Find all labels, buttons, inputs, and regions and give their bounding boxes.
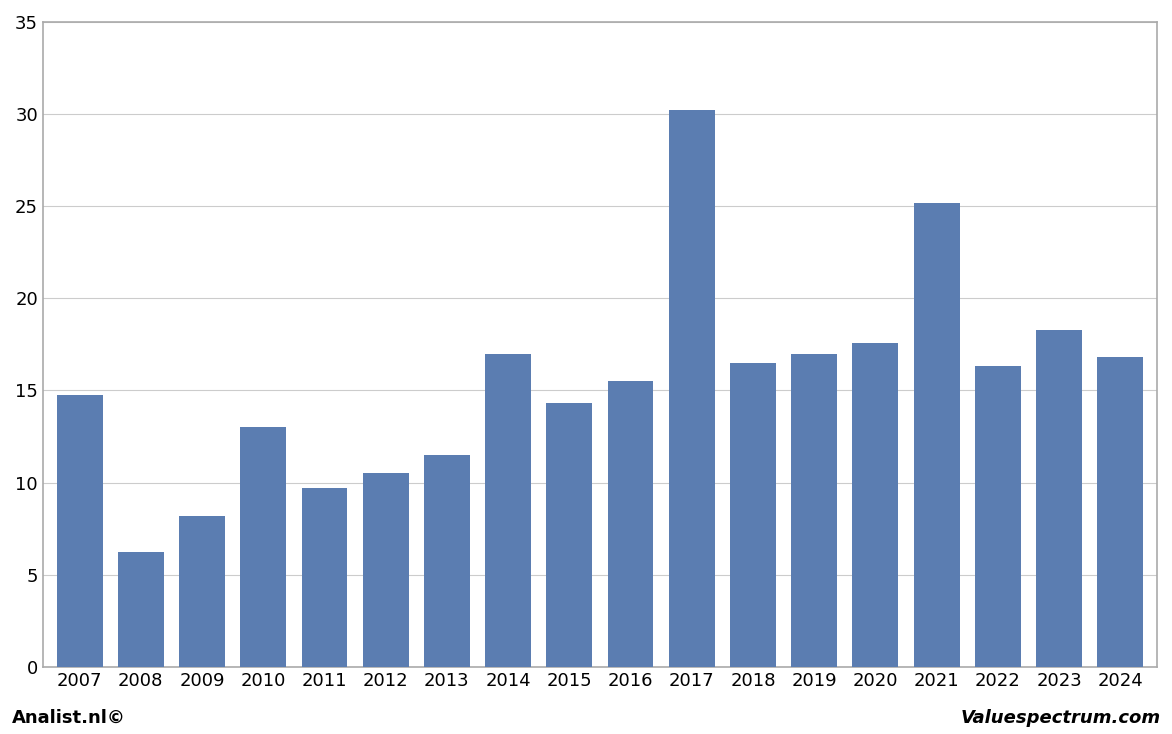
Bar <box>914 203 960 666</box>
Bar <box>362 473 409 666</box>
Bar <box>301 488 347 666</box>
Bar <box>730 363 776 666</box>
Bar <box>485 354 531 666</box>
Bar <box>607 381 654 666</box>
Bar <box>118 552 164 666</box>
Bar <box>424 455 470 666</box>
Bar <box>669 110 715 666</box>
Bar <box>1036 330 1082 666</box>
Text: Analist.nl©: Analist.nl© <box>12 708 125 727</box>
Text: Valuespectrum.com: Valuespectrum.com <box>960 708 1160 727</box>
Bar <box>791 354 837 666</box>
Bar <box>240 427 286 666</box>
Bar <box>56 395 102 666</box>
Bar <box>1097 357 1143 666</box>
Bar <box>179 516 225 666</box>
Bar <box>852 343 899 666</box>
Bar <box>975 366 1021 666</box>
Bar <box>546 404 592 666</box>
